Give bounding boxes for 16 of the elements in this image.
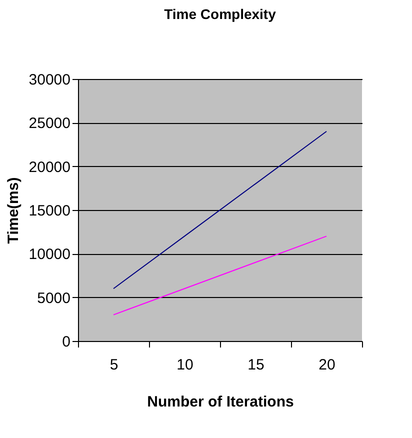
y-tick-label: 30000 (28, 72, 70, 88)
y-tick-label: 5000 (37, 290, 70, 307)
y-tick-label: 15000 (28, 202, 70, 220)
x-tick-label: 15 (248, 356, 264, 374)
y-tick-label: 25000 (28, 115, 70, 132)
y-tick-label: 20000 (28, 158, 70, 176)
y-tick-label: 0 (62, 334, 70, 350)
line-series (113, 236, 327, 316)
y-tick-label: 10000 (28, 246, 70, 264)
x-tick-label: 20 (318, 356, 336, 374)
y-axis-title: Time(ms) (4, 177, 22, 244)
line-series (113, 130, 327, 290)
x-tick-label: 10 (176, 356, 194, 374)
x-axis-title: Number of Iterations (147, 394, 294, 410)
chart-title: Time Complexity (164, 6, 276, 22)
x-tick-label: 5 (110, 356, 118, 374)
